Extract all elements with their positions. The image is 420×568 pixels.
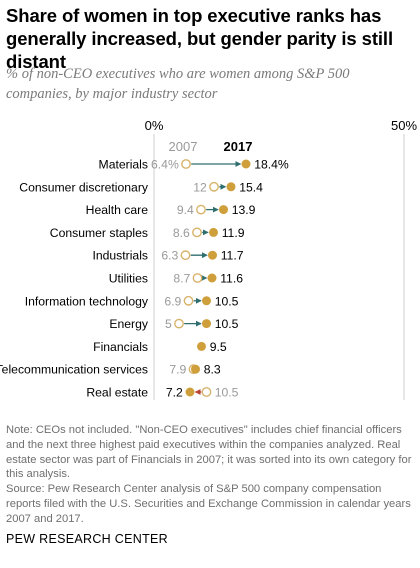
dot-2007 [209, 181, 219, 192]
dot-2017 [191, 364, 200, 374]
category-label: Health care [86, 203, 149, 217]
category-label: Information technology [25, 294, 149, 308]
dot-2007 [183, 295, 194, 306]
value-label-2017: 11.6 [220, 272, 243, 286]
source-text: Source: Pew Research Center analysis of … [6, 483, 411, 525]
value-label-2007: 6.9 [164, 294, 181, 308]
value-label-2017: 18.4% [254, 158, 289, 172]
value-label-2017: 11.9 [222, 226, 245, 240]
value-label-2007: 12 [193, 180, 207, 194]
value-label-2017: 8.3 [204, 363, 221, 377]
category-label: Energy [109, 317, 149, 331]
dot-2007 [196, 204, 206, 215]
category-label: Utilities [109, 272, 148, 286]
value-label-2007: 6.4% [151, 158, 179, 172]
chart-notes: Note: CEOs not included. "Non-CEO execut… [6, 423, 416, 527]
category-label: Industrials [92, 249, 148, 263]
dot-2017 [208, 250, 217, 260]
value-label-2007: 9.4 [177, 203, 194, 217]
dot-2007 [174, 318, 184, 329]
dot-2017 [226, 182, 236, 192]
value-label-2007: 5 [165, 317, 172, 331]
value-label-2007: 8.6 [173, 226, 190, 240]
value-label-2017: 7.2 [166, 386, 183, 400]
category-label: Real estate [86, 386, 148, 400]
dot-2017 [202, 319, 211, 329]
dot-2007 [180, 250, 191, 261]
dot-2017 [241, 159, 251, 169]
category-label: Materials [99, 158, 148, 172]
chart-subtitle: % of non-CEO executives who are women am… [6, 66, 350, 102]
value-label-2007: 10.5 [215, 386, 239, 400]
value-label-2017: 10.5 [215, 294, 239, 308]
value-label-2007: 6.3 [161, 249, 178, 263]
value-label-2017: 15.4 [239, 180, 263, 194]
dot-arrow-chart: 0% 50% 2007 2017 Materials 6.4% 18.4% Consumer … [0, 118, 417, 400]
category-label: Consumer discretionary [19, 180, 149, 194]
value-label-2017: 13.9 [232, 203, 256, 217]
note-text: Note: CEOs not included. "Non-CEO execut… [6, 424, 412, 481]
category-label: Telecommunication services [0, 363, 148, 377]
footer-credit: PEW RESEARCH CENTER [6, 532, 168, 546]
series-label-2007: 2007 [169, 139, 198, 154]
category-label: Financials [93, 340, 148, 354]
dot-2007 [192, 273, 203, 283]
category-label: Consumer staples [50, 226, 148, 240]
dot-2017 [219, 205, 228, 215]
dot-2007 [192, 227, 202, 238]
value-label-2017: 11.7 [221, 249, 244, 263]
dot-2017 [202, 296, 211, 306]
dot-2017 [209, 227, 218, 237]
dot-2017 [185, 387, 195, 397]
value-label-2007: 7.9 [169, 363, 186, 377]
value-label-2007: 8.7 [173, 272, 190, 286]
dot-2017 [207, 273, 217, 283]
chart-title: Share of women in top executive ranks ha… [6, 5, 394, 72]
series-label-2017: 2017 [224, 139, 253, 154]
axis-label-max: 50% [391, 118, 417, 133]
value-label-2017: 9.5 [210, 340, 227, 354]
axis-label-min: 0% [145, 118, 164, 133]
value-label-2017: 10.5 [215, 317, 239, 331]
dot-2007 [201, 387, 212, 397]
dot-2017 [197, 341, 206, 351]
dot-2007 [181, 159, 191, 169]
